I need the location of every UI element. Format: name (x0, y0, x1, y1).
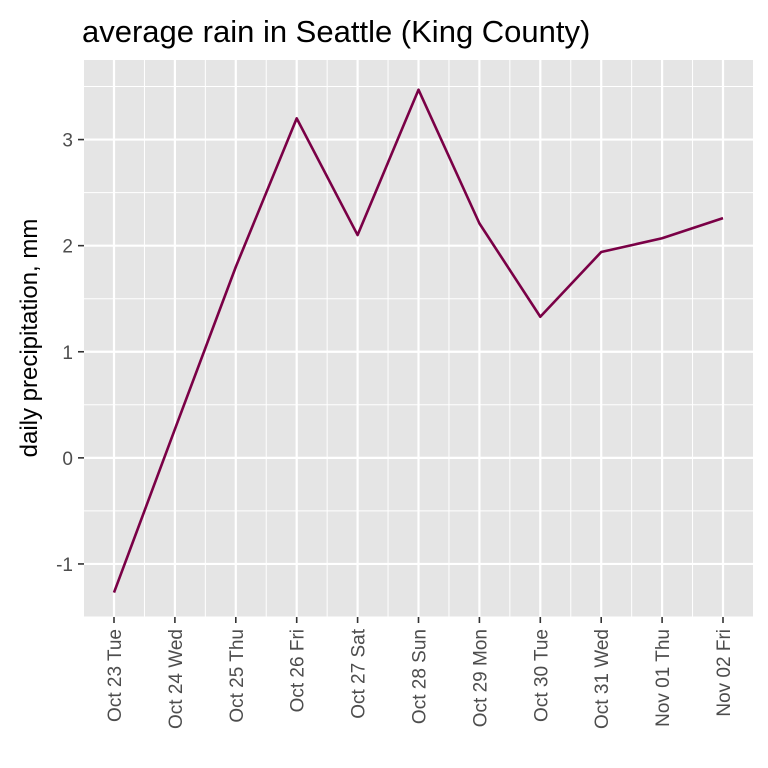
x-tick-label: Oct 30 Tue (531, 629, 552, 722)
major-gridlines (84, 60, 753, 617)
x-tick-label: Nov 01 Thu (653, 629, 674, 727)
x-tick-label: Nov 02 Fri (714, 629, 735, 717)
series-layer (112, 88, 724, 594)
y-axis: -1 0 1 2 3 (56, 131, 84, 576)
x-tick-label: Oct 28 Sun (410, 629, 431, 724)
x-tick-label: Oct 27 Sat (349, 628, 370, 718)
x-tick-label: Oct 29 Mon (470, 629, 491, 727)
y-tick-label: 0 (62, 449, 73, 470)
y-tick-label: 1 (62, 343, 73, 364)
y-axis-label: daily precipitation, mm (16, 219, 43, 458)
y-tick-label: 3 (62, 131, 73, 152)
x-tick-label: Oct 24 Wed (166, 629, 187, 729)
x-axis: Oct 23 Tue Oct 24 Wed Oct 25 Thu Oct 26 Fri… (105, 617, 735, 729)
y-tick-label: 2 (62, 237, 73, 258)
y-tick-label: -1 (56, 555, 73, 576)
x-tick-label: Oct 31 Wed (592, 629, 613, 729)
chart-title: average rain in Seattle (King County) (82, 14, 590, 49)
x-tick-label: Oct 25 Thu (227, 629, 248, 723)
series-line-0 (112, 88, 724, 594)
x-tick-label: Oct 23 Tue (105, 629, 126, 722)
x-tick-label: Oct 26 Fri (288, 629, 309, 712)
